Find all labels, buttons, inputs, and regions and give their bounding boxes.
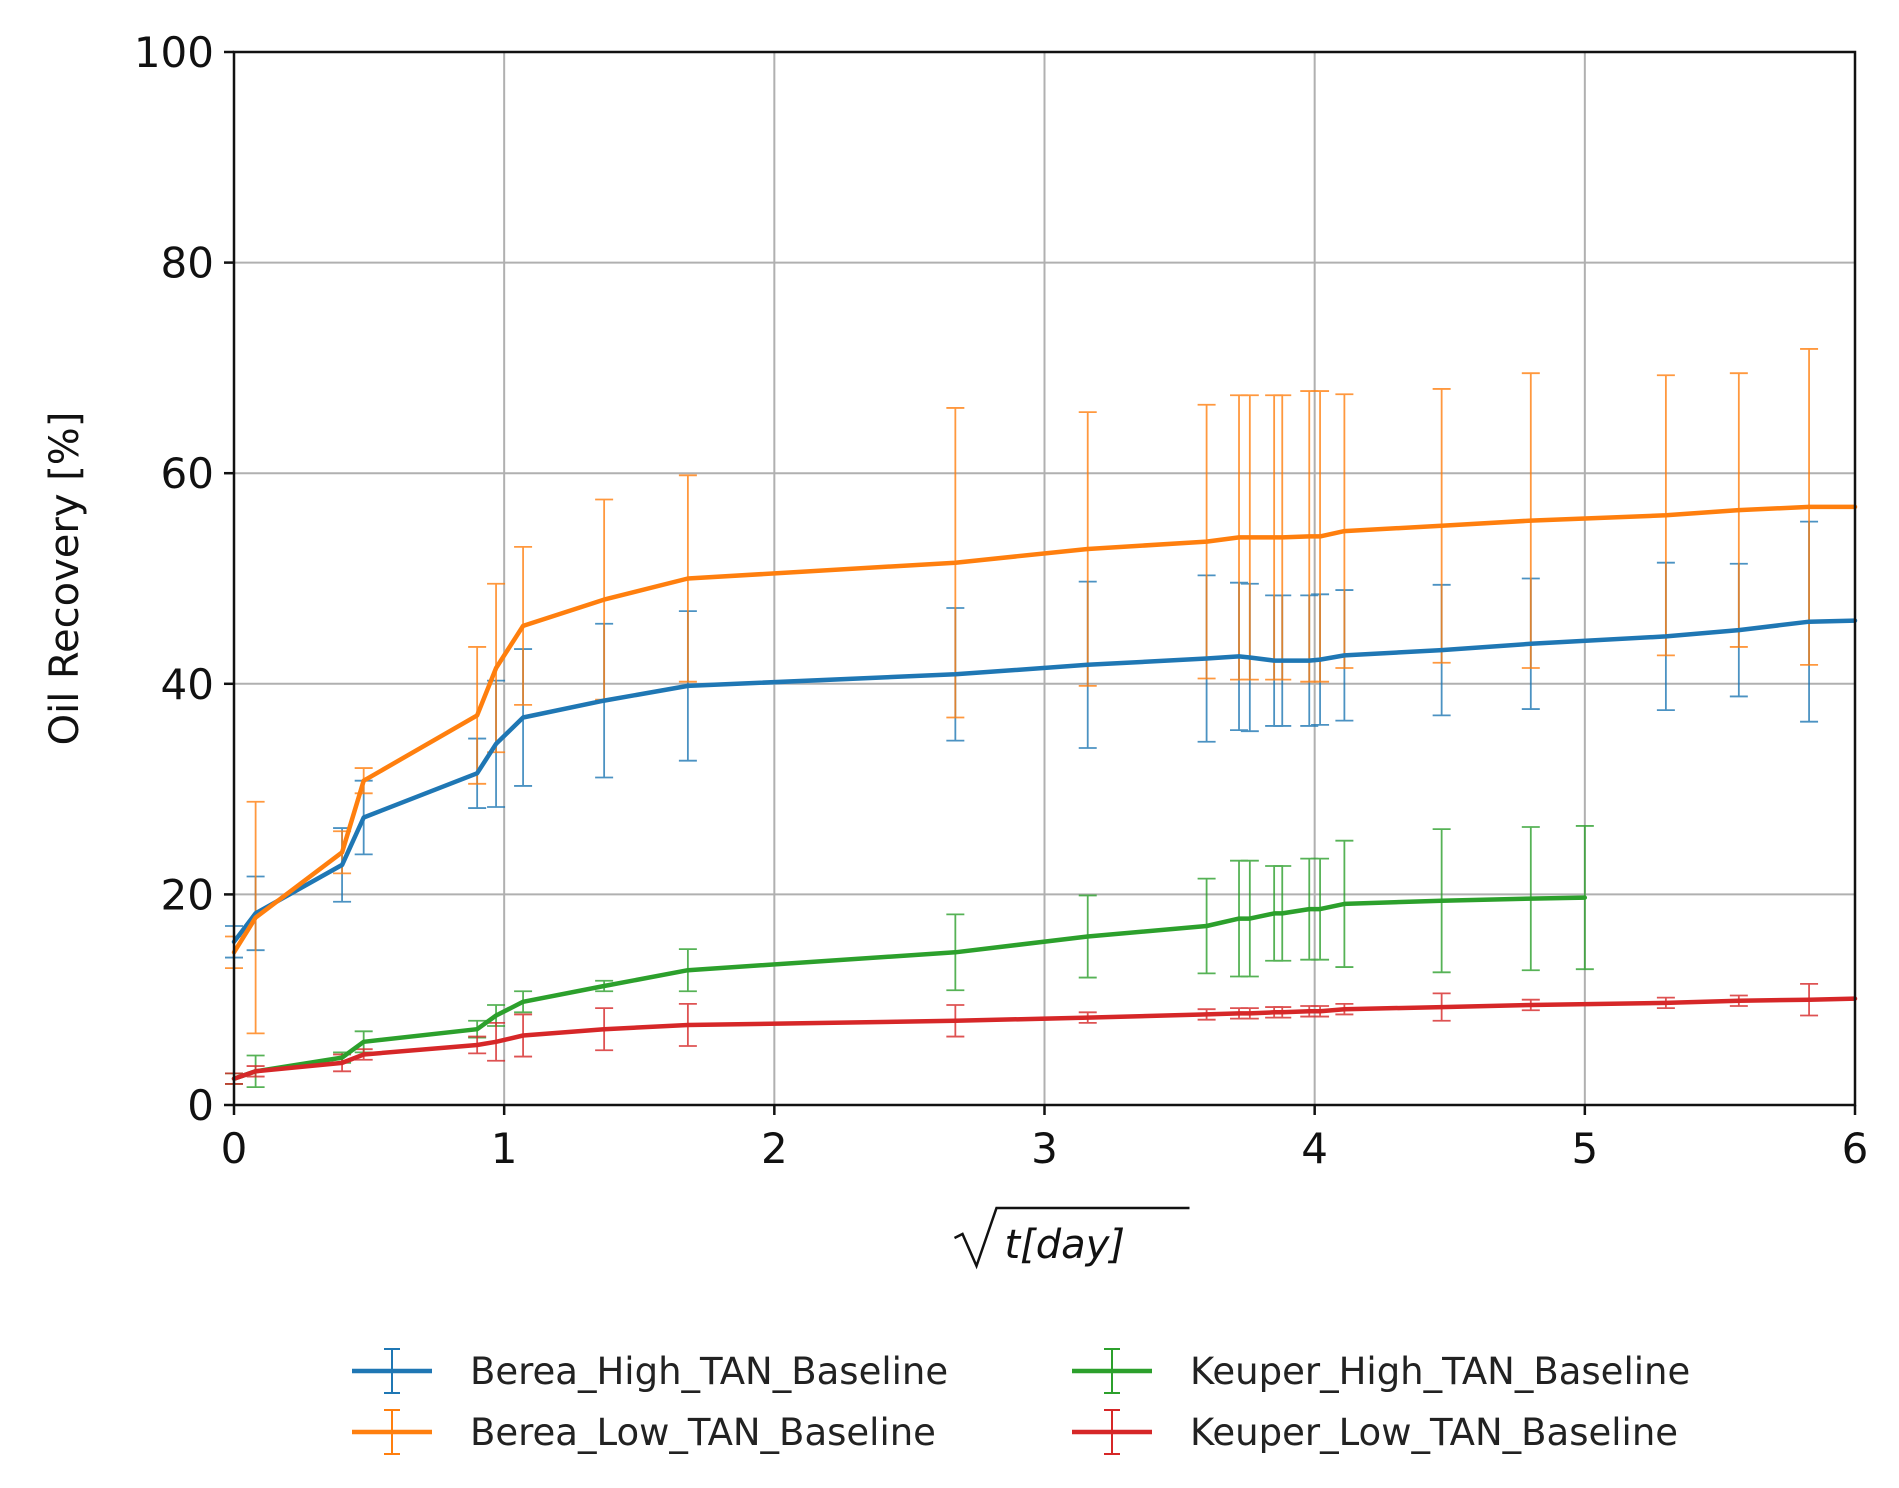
grid-lines	[234, 52, 1855, 1105]
x-tick-label-5: 5	[1571, 1124, 1598, 1173]
y-tick-label-20: 20	[161, 870, 214, 919]
y-tick-label-80: 80	[161, 239, 214, 288]
y-axis-label: Oil Recovery [%]	[42, 412, 88, 746]
y-tick-label-0: 0	[187, 1081, 214, 1130]
legend-entry-Keuper_High_TAN_Baseline: Keuper_High_TAN_Baseline	[1072, 1348, 1690, 1394]
legend-label: Keuper_Low_TAN_Baseline	[1190, 1411, 1678, 1454]
series-lines	[231, 504, 1858, 1081]
x-tick-label-4: 4	[1301, 1124, 1328, 1173]
legend-entry-Keuper_Low_TAN_Baseline: Keuper_Low_TAN_Baseline	[1072, 1409, 1678, 1455]
x-axis-label-text: t[day]	[1005, 1222, 1125, 1268]
x-tick-label-1: 1	[491, 1124, 518, 1173]
legend-label: Berea_High_TAN_Baseline	[470, 1350, 948, 1393]
legend-label: Keuper_High_TAN_Baseline	[1190, 1350, 1690, 1393]
series-line-Berea_Low_TAN_Baseline	[231, 504, 1858, 955]
x-tick-label-6: 6	[1842, 1124, 1869, 1173]
series-line-Keuper_Low_TAN_Baseline	[231, 996, 1858, 1081]
legend-entry-Berea_High_TAN_Baseline: Berea_High_TAN_Baseline	[352, 1348, 948, 1394]
sqrt-symbol	[953, 1206, 1190, 1270]
y-tick-label-100: 100	[134, 28, 214, 77]
y-tick-label-60: 60	[161, 449, 214, 498]
x-tick-label-0: 0	[221, 1124, 248, 1173]
y-tick-label-40: 40	[161, 660, 214, 709]
series-line-Keuper_High_TAN_Baseline	[231, 895, 1588, 1081]
x-tick-label-2: 2	[761, 1124, 788, 1173]
series-line-Berea_High_TAN_Baseline	[231, 618, 1858, 945]
x-axis-label: t[day]	[953, 1206, 1190, 1270]
legend: Berea_High_TAN_Baseline Berea_Low_TAN_Bas…	[352, 1348, 1690, 1455]
x-tick-label-3: 3	[1031, 1124, 1058, 1173]
legend-label: Berea_Low_TAN_Baseline	[470, 1411, 936, 1454]
legend-entry-Berea_Low_TAN_Baseline: Berea_Low_TAN_Baseline	[352, 1409, 936, 1455]
